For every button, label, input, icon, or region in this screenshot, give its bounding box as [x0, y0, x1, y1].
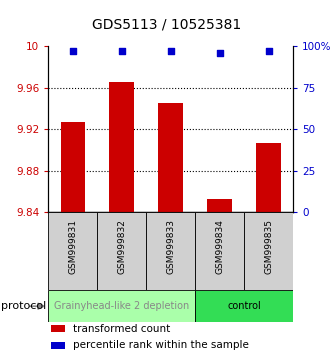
Point [217, 50, 222, 56]
Bar [110, 82, 134, 212]
Text: protocol: protocol [1, 301, 46, 311]
Bar [48, 290, 195, 322]
Bar [244, 212, 293, 290]
Point [119, 48, 125, 54]
Text: GSM999834: GSM999834 [215, 219, 224, 274]
Bar [97, 212, 146, 290]
Bar [207, 199, 232, 212]
Text: GSM999835: GSM999835 [264, 219, 273, 274]
Bar [256, 143, 281, 212]
Bar [146, 212, 195, 290]
Text: GSM999832: GSM999832 [117, 219, 126, 274]
Point [266, 48, 271, 54]
Text: percentile rank within the sample: percentile rank within the sample [73, 341, 249, 350]
Bar [61, 122, 85, 212]
Bar [51, 342, 65, 349]
Bar [159, 103, 183, 212]
Text: GSM999831: GSM999831 [68, 219, 77, 274]
Point [168, 48, 173, 54]
Point [70, 48, 76, 54]
Text: Grainyhead-like 2 depletion: Grainyhead-like 2 depletion [54, 301, 189, 311]
Bar [195, 212, 244, 290]
Text: GSM999833: GSM999833 [166, 219, 175, 274]
Bar [48, 212, 97, 290]
Text: GDS5113 / 10525381: GDS5113 / 10525381 [92, 18, 241, 32]
Bar [195, 290, 293, 322]
Text: transformed count: transformed count [73, 324, 170, 334]
Bar [51, 325, 65, 332]
Text: control: control [227, 301, 261, 311]
